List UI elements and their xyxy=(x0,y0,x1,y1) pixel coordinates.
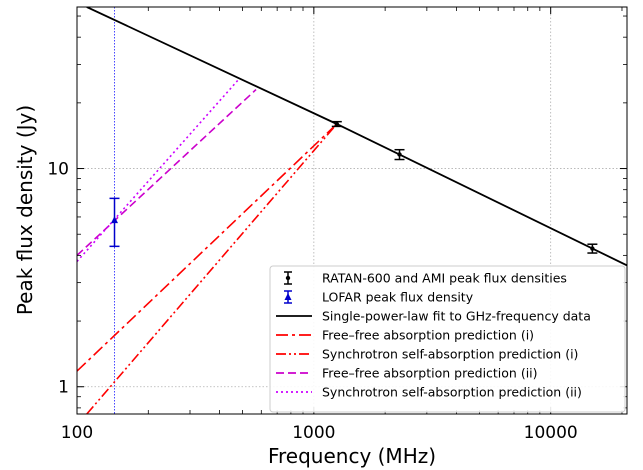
legend-label: Synchrotron self-absorption prediction (… xyxy=(322,385,582,400)
data-marker xyxy=(111,216,119,224)
legend-label: RATAN-600 and AMI peak flux densities xyxy=(322,271,567,286)
y-axis-label: Peak flux density (Jy) xyxy=(13,105,37,315)
plot-frame xyxy=(76,6,628,415)
series-line-2 xyxy=(86,123,338,414)
legend: RATAN-600 and AMI peak flux densities LOF… xyxy=(269,265,626,413)
x-tick-label: 100 xyxy=(61,423,93,443)
errorbar-point xyxy=(109,197,120,248)
data-marker xyxy=(334,121,339,127)
series-line-4 xyxy=(77,79,239,263)
legend-label: Free–free absorption prediction (i) xyxy=(322,328,534,343)
x-axis-label: Frequency (MHz) xyxy=(268,444,436,468)
x-tick-label: 10000 xyxy=(524,423,578,443)
data-marker xyxy=(397,152,402,157)
legend-handle xyxy=(284,290,292,304)
legend-label: Single-power-law fit to GHz-frequency da… xyxy=(322,309,591,324)
y-tick-label: 10 xyxy=(47,160,69,180)
legend-box xyxy=(269,265,626,413)
errorbar-point xyxy=(587,243,598,254)
y-tick-label: 1 xyxy=(58,378,69,398)
legend-label: Free–free absorption prediction (ii) xyxy=(322,366,538,381)
legend-marker xyxy=(284,293,292,300)
series-layer xyxy=(77,7,627,414)
x-tick-label: 1000 xyxy=(292,423,335,443)
errorbar-point xyxy=(394,148,405,161)
errorbar-point xyxy=(331,120,342,128)
axis-ticks: 100 1000 10000 1 10 xyxy=(47,7,627,443)
data-marker xyxy=(590,246,595,251)
legend-label: LOFAR peak flux density xyxy=(322,290,474,305)
legend-marker xyxy=(285,275,291,281)
series-line-1 xyxy=(77,123,338,372)
legend-handle xyxy=(284,271,292,285)
legend-label: Synchrotron self-absorption prediction (… xyxy=(322,347,578,362)
